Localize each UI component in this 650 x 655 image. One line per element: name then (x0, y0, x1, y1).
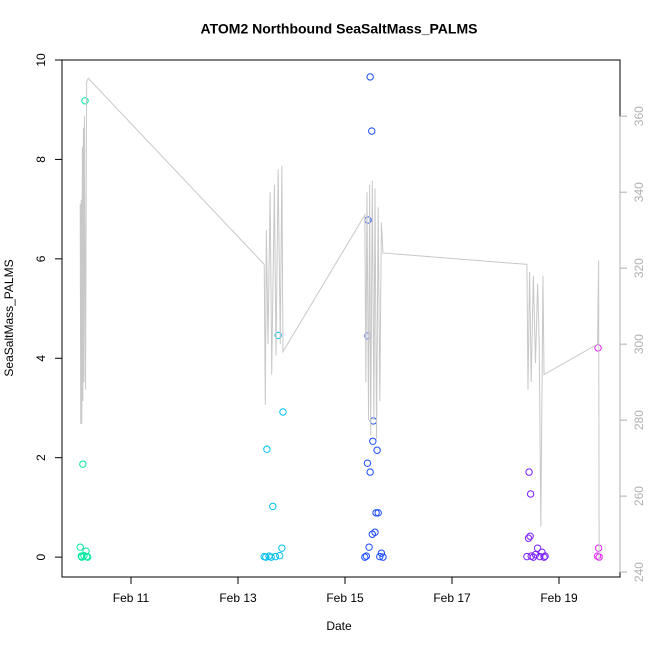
point (83, 553, 92, 561)
point (363, 459, 372, 467)
line-series (79, 77, 600, 561)
point (362, 552, 371, 560)
point (373, 446, 381, 454)
point (371, 528, 379, 536)
y2-tick-label: 280 (632, 410, 646, 430)
x-tick-label: Feb 11 (113, 591, 150, 605)
point (366, 73, 374, 81)
point (279, 408, 287, 416)
point (594, 344, 602, 352)
y-tick-label: 8 (34, 156, 48, 163)
point (376, 552, 384, 561)
y-tick-label: 6 (34, 255, 48, 262)
point (526, 532, 534, 540)
y-tick-label: 0 (34, 553, 48, 560)
point (372, 509, 380, 517)
y2-tick-label: 240 (632, 562, 646, 582)
point (274, 331, 282, 340)
y2-tick-label: 260 (632, 486, 646, 506)
point (379, 553, 387, 561)
point (374, 509, 382, 517)
y-tick-label: 10 (34, 53, 48, 67)
x-tick-label: Feb 15 (326, 591, 364, 605)
y-axis-label: SeaSaltMass_PALMS (2, 259, 16, 376)
point (271, 552, 280, 561)
point (76, 543, 84, 551)
x-tick-label: Feb 17 (433, 591, 471, 605)
y2-tick-label: 360 (632, 106, 646, 126)
point (361, 553, 369, 561)
y2-tick-label: 300 (632, 334, 646, 354)
point (79, 460, 87, 468)
chart-title: ATOM2 Northbound SeaSaltMass_PALMS (201, 21, 478, 37)
y-tick-label: 2 (34, 454, 48, 461)
point (369, 437, 377, 445)
point (78, 553, 86, 561)
point (278, 544, 286, 552)
point (524, 534, 533, 542)
point (593, 552, 602, 560)
point (536, 552, 544, 561)
point (276, 551, 284, 560)
point (533, 544, 542, 552)
point (365, 543, 373, 551)
point (269, 502, 277, 511)
point (377, 549, 386, 557)
point (526, 490, 535, 498)
point (540, 553, 548, 561)
x-axis-label: Date (326, 619, 352, 633)
point (594, 544, 603, 552)
point (531, 550, 540, 559)
point (368, 127, 376, 135)
point (525, 468, 533, 476)
y2-tick-label: 340 (632, 182, 646, 202)
point (81, 97, 89, 105)
x-tick-label: Feb 19 (540, 591, 578, 605)
y-tick-label: 4 (34, 355, 48, 362)
x-tick-label: Feb 13 (219, 591, 257, 605)
y2-tick-label: 320 (632, 258, 646, 278)
point (262, 553, 270, 561)
point (541, 552, 549, 560)
point (267, 553, 275, 561)
point (263, 445, 271, 453)
point (366, 468, 374, 476)
